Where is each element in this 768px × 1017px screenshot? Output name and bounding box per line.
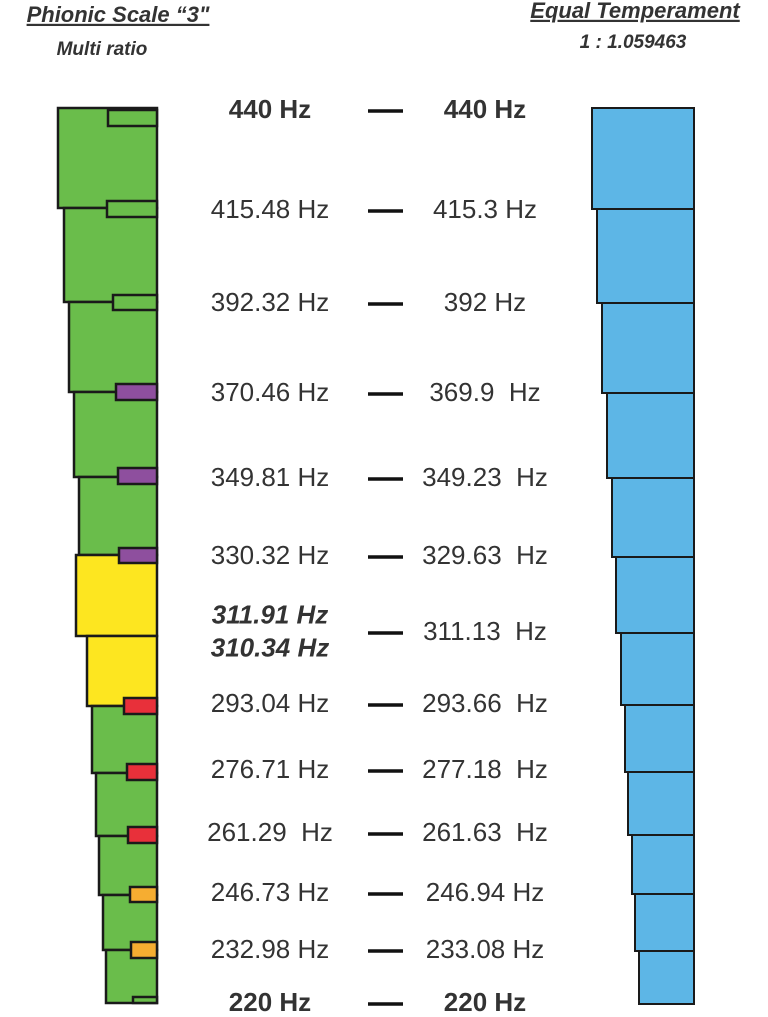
left-label: 232.98 Hz (211, 934, 330, 964)
left-label: 246.73 Hz (211, 877, 330, 907)
right-label: 246.94 Hz (426, 877, 545, 907)
left-label: 293.04 Hz (211, 688, 330, 718)
right-label: 233.08 Hz (426, 934, 545, 964)
right-label: 261.63 Hz (422, 817, 548, 847)
left-label: 392.32 Hz (211, 287, 330, 317)
left-label: 370.46 Hz (211, 377, 330, 407)
left-title: Phionic Scale “3" (27, 2, 210, 27)
left-label: 330.32 Hz (211, 540, 330, 570)
right-label: 415.3 Hz (433, 194, 537, 224)
right-title: Equal Temperament (530, 0, 741, 23)
equal-column (591, 107, 695, 1005)
left-label: 415.48 Hz (211, 194, 330, 224)
left-label: 220 Hz (229, 987, 311, 1017)
right-label: 392 Hz (444, 287, 526, 317)
right-label: 293.66 Hz (422, 688, 548, 718)
left-label: 261.29 Hz (207, 817, 333, 847)
right-label: 277.18 Hz (422, 754, 548, 784)
right-label: 329.63 Hz (422, 540, 548, 570)
left-label: 276.71 Hz (211, 754, 330, 784)
left-subtitle: Multi ratio (57, 39, 148, 60)
left-label: 440 Hz (229, 94, 311, 124)
left-label: 310.34 Hz (211, 632, 330, 662)
right-label: 220 Hz (444, 987, 526, 1017)
right-label: 349.23 Hz (422, 462, 548, 492)
right-label: 369.9 Hz (429, 377, 540, 407)
right-subtitle: 1 : 1.059463 (580, 32, 687, 53)
right-label: 311.13 Hz (423, 616, 547, 646)
phionic-column (56, 106, 159, 1005)
left-label: 311.91 Hz (212, 599, 329, 629)
right-label: 440 Hz (444, 94, 526, 124)
left-label: 349.81 Hz (211, 462, 330, 492)
